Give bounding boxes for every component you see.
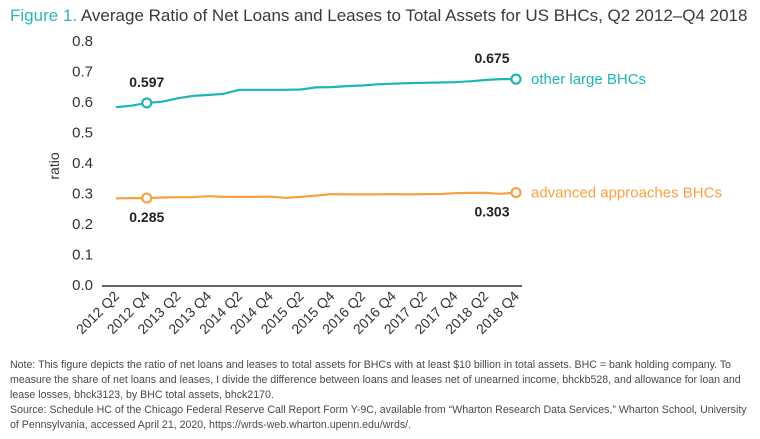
series-labels: other large BHCs advanced approaches BHCs [531,71,722,201]
annotation-labels: 0.597 0.675 0.285 0.303 [129,50,509,225]
data-point-marker [141,97,153,109]
series-label: advanced approaches BHCs [531,185,722,202]
data-label: 0.303 [474,204,509,220]
figure-label: Figure 1. [10,6,78,25]
y-tick-label: 0.1 [72,247,93,264]
y-axis-ticks: 0.0 0.1 0.2 0.3 0.4 0.5 0.6 0.7 0.8 [72,33,93,294]
data-label: 0.675 [474,50,509,66]
line-chart: ratio 0.0 0.1 0.2 0.3 0.4 0.5 0.6 0.7 0.8 2012 Q… [46,33,722,337]
series-line [115,77,516,109]
y-tick-label: 0.3 [72,186,93,203]
y-axis-label: ratio [46,152,62,179]
data-point-marker [141,192,153,204]
series-lines [115,77,517,200]
y-tick-label: 0.2 [72,216,93,233]
y-tick-label: 0.4 [72,155,93,172]
data-point-marker [510,186,522,199]
y-tick-label: 0.5 [72,125,93,142]
y-tick-label: 0.8 [72,33,93,50]
series-line [115,191,517,200]
series-label: other large BHCs [531,71,646,88]
chart-title: Figure 1. Average Ratio of Net Loans and… [10,6,747,26]
source-text: Source: Schedule HC of the Chicago Feder… [10,404,747,431]
y-tick-label: 0.7 [72,64,93,81]
data-label: 0.597 [129,74,164,90]
note-text: Note: This figure depicts the ratio of n… [10,359,741,401]
y-tick-label: 0.0 [72,277,93,294]
title-text: Average Ratio of Net Loans and Leases to… [80,6,748,25]
data-point-marker [510,73,522,85]
note-block: Note: This figure depicts the ratio of n… [10,358,752,433]
data-label: 0.285 [129,209,164,225]
annotation-markers [141,73,522,204]
y-tick-label: 0.6 [72,94,93,111]
